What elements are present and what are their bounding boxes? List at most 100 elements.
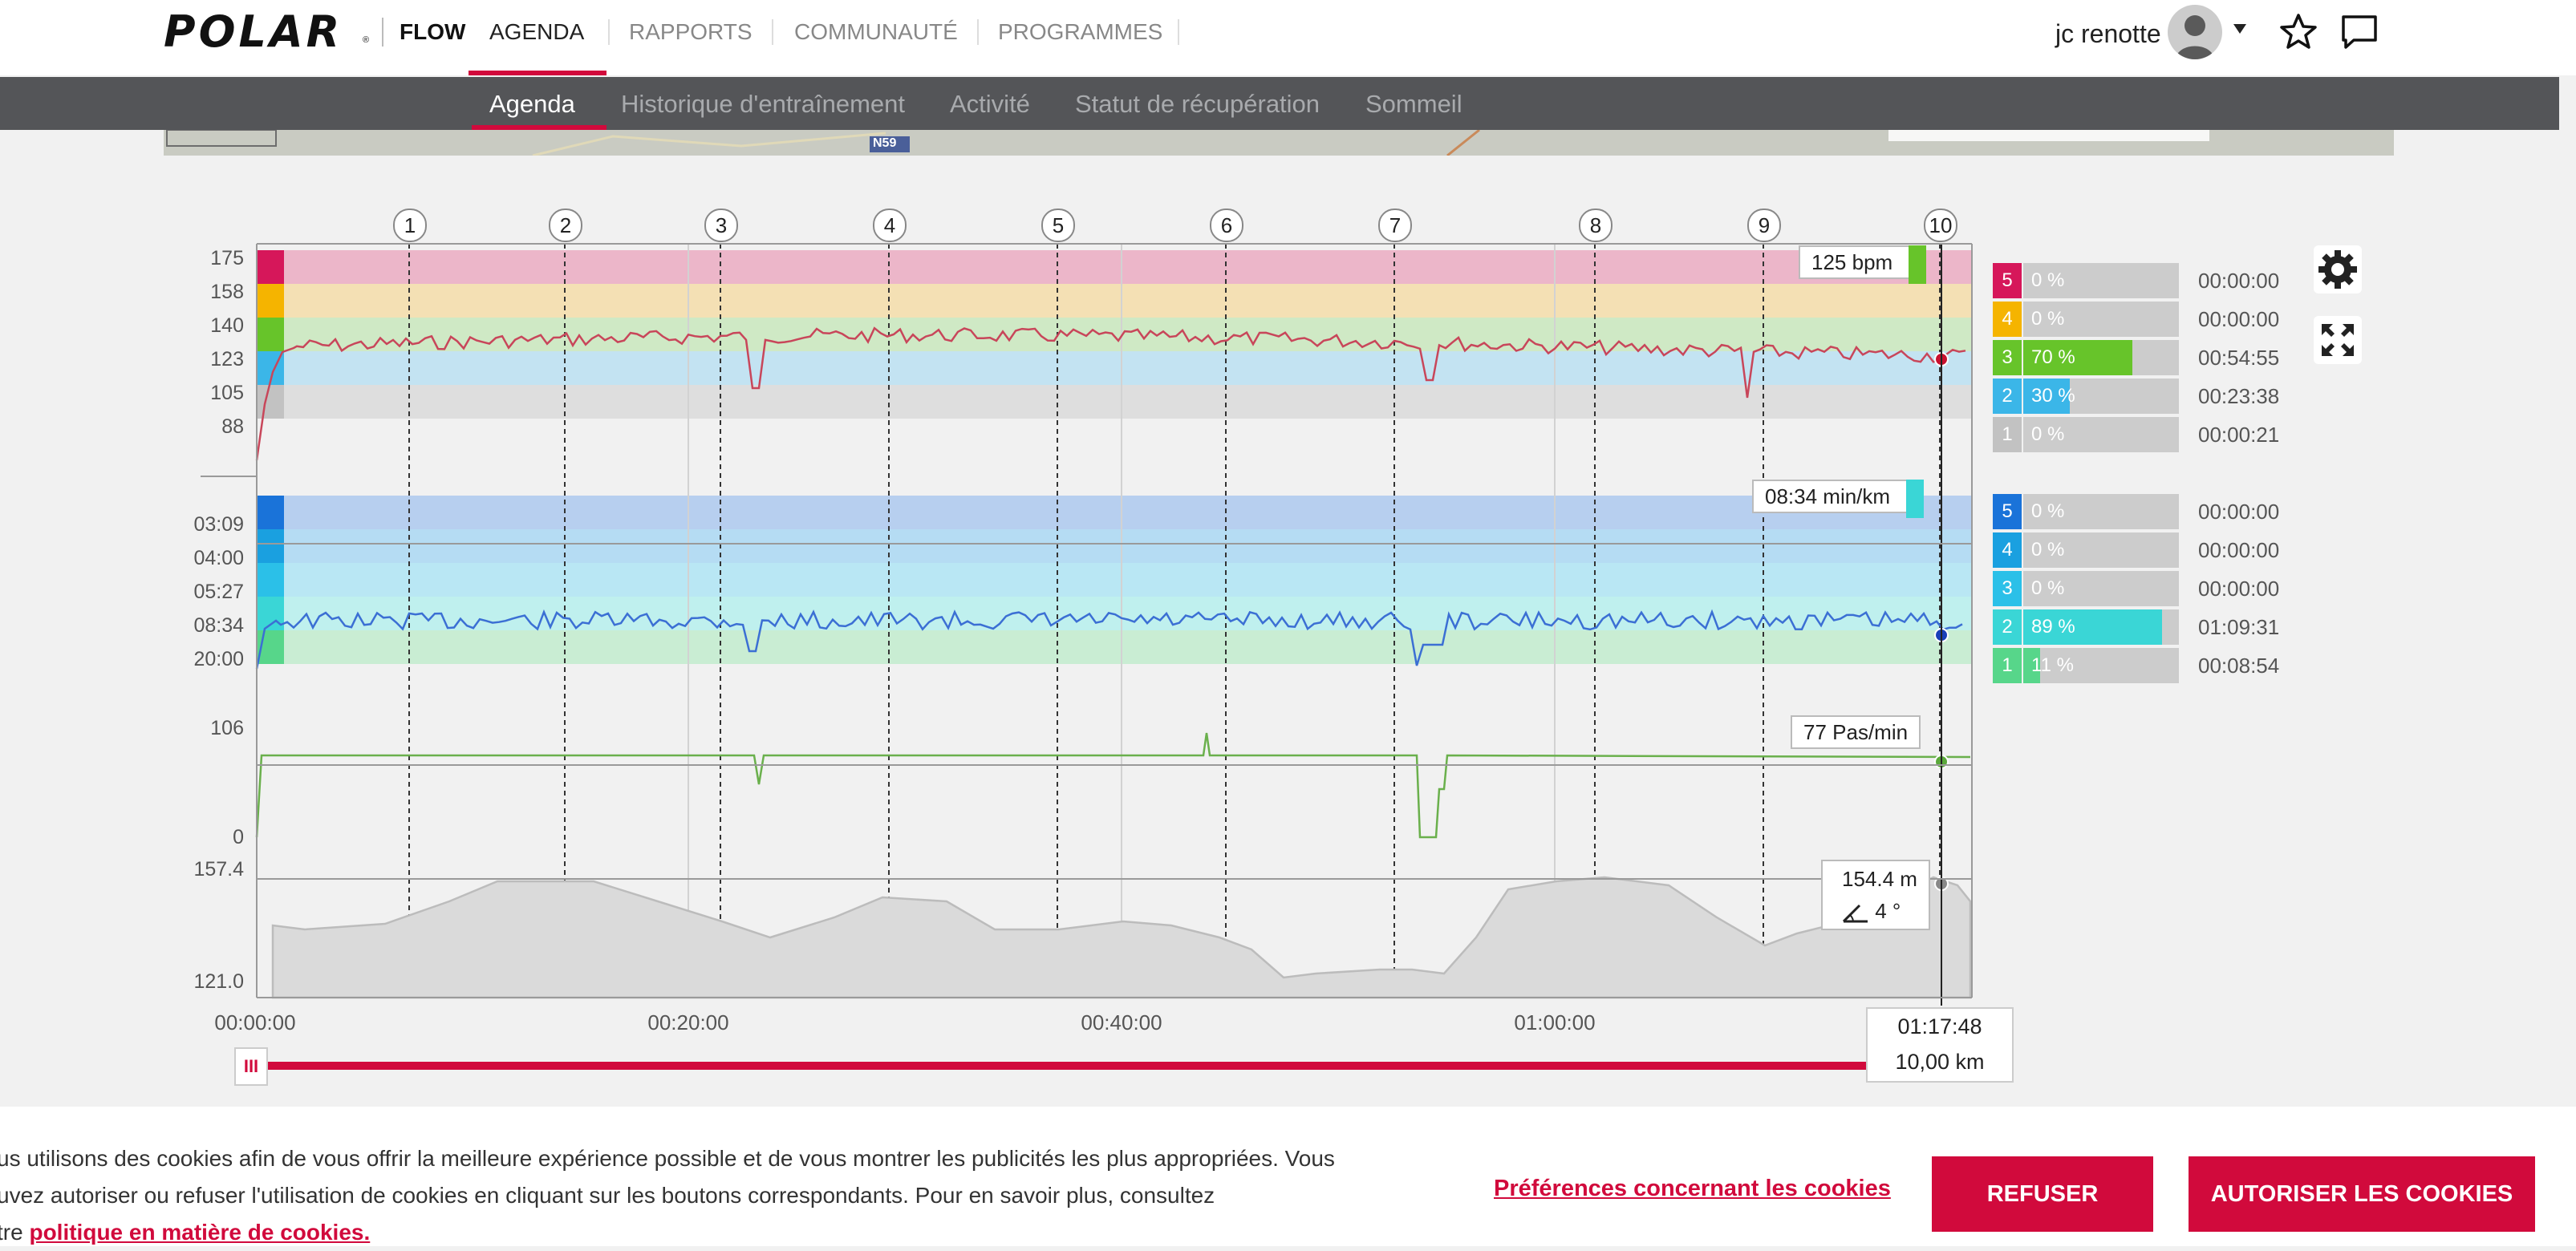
hr-zone-marker xyxy=(257,385,284,419)
pace-zone-marker xyxy=(257,529,284,563)
zone-duration: 00:00:00 xyxy=(2198,538,2280,562)
subnav-historique[interactable]: Historique d'entraînement xyxy=(621,90,906,118)
zone-bar-background xyxy=(2023,571,2179,606)
pace-zone-band xyxy=(257,529,1972,563)
zone-number: 4 xyxy=(1993,532,2022,568)
zone-bar-background xyxy=(2023,494,2179,529)
cookie-policy-link[interactable]: politique en matière de cookies. xyxy=(29,1220,371,1245)
lap-number[interactable]: 3 xyxy=(704,208,738,242)
zone-row: 3 0 % xyxy=(1993,571,2179,606)
timeline-slider-track[interactable] xyxy=(254,1062,1866,1070)
polar-logo[interactable]: POLAR xyxy=(164,6,343,57)
subnav-agenda[interactable]: Agenda xyxy=(489,90,575,118)
zone-percentage: 70 % xyxy=(2031,346,2075,368)
chat-icon[interactable] xyxy=(2341,14,2378,54)
zone-number: 2 xyxy=(1993,609,2022,645)
cookie-message-line: us utilisons des cookies afin de vous of… xyxy=(0,1146,1335,1171)
zone-bar-fill xyxy=(2023,340,2132,375)
subnav-activite[interactable]: Activité xyxy=(950,90,1030,118)
pace-value: 08:34 min/km xyxy=(1765,484,1891,508)
hr-zone-band xyxy=(257,284,1972,318)
hr-zone-marker xyxy=(257,250,284,284)
route-map[interactable]: N59 xyxy=(164,130,2394,156)
lap-number[interactable]: 10 xyxy=(1924,208,1957,242)
cadence-line xyxy=(255,732,1971,839)
zone-duration: 00:00:00 xyxy=(2198,577,2280,601)
nav-programmes[interactable]: PROGRAMMES xyxy=(998,19,1163,44)
zone-bar-background xyxy=(2023,417,2179,452)
map-road-label: N59 xyxy=(873,136,897,150)
zone-number: 5 xyxy=(1993,494,2022,529)
nav-flow[interactable]: FLOW xyxy=(400,19,466,44)
fullscreen-icon[interactable] xyxy=(2314,316,2362,364)
lap-number[interactable]: 1 xyxy=(393,208,427,242)
zone-bar-background xyxy=(2023,263,2179,298)
subnav-sommeil[interactable]: Sommeil xyxy=(1365,90,1462,118)
zone-bar-background xyxy=(2023,532,2179,568)
nav-rapports[interactable]: RAPPORTS xyxy=(629,19,753,44)
user-name[interactable]: jc renotte xyxy=(2055,19,2161,48)
lap-number[interactable]: 2 xyxy=(549,208,582,242)
zone-bar-fill xyxy=(2023,648,2040,683)
altitude-tooltip: 154.4 m 4 ° xyxy=(1821,860,1930,930)
pace-tick: 04:00 xyxy=(193,547,244,569)
altitude-tick: 157.4 xyxy=(193,858,244,881)
zone-bar-fill xyxy=(2023,609,2162,645)
altitude-tick: 121.0 xyxy=(193,970,244,993)
zone-row: 5 0 % xyxy=(1993,494,2179,529)
pace-tick: 03:09 xyxy=(193,513,244,536)
zone-percentage: 11 % xyxy=(2031,654,2074,676)
star-icon[interactable] xyxy=(2280,13,2317,54)
subnav-statut-recuperation[interactable]: Statut de récupération xyxy=(1075,90,1320,118)
zone-bar-fill xyxy=(2023,379,2070,414)
hr-zone-band xyxy=(257,318,1972,351)
timeline-slider-handle[interactable]: III xyxy=(234,1047,268,1086)
zone-duration: 00:00:00 xyxy=(2198,500,2280,524)
top-navigation-bar: POLAR ® FLOW AGENDA RAPPORTS COMMUNAUTÉ … xyxy=(0,0,2576,75)
cookie-preferences-link[interactable]: Préférences concernant les cookies xyxy=(1494,1176,1891,1201)
x-tick: 01:00:00 xyxy=(1514,1010,1596,1034)
zone-row: 1 0 % xyxy=(1993,417,2179,452)
accept-cookies-button[interactable]: AUTORISER LES COOKIES xyxy=(2189,1156,2535,1232)
hr-zone-marker xyxy=(257,318,284,351)
dropdown-caret-icon[interactable] xyxy=(2232,22,2248,39)
hr-zone-swatch xyxy=(1909,245,1927,284)
lap-number[interactable]: 7 xyxy=(1378,208,1412,242)
cookie-message-line: tre xyxy=(0,1220,30,1245)
zone-number: 4 xyxy=(1993,302,2022,337)
x-tick: 00:20:00 xyxy=(647,1010,729,1034)
refuse-cookies-button[interactable]: REFUSER xyxy=(1932,1156,2153,1232)
settings-icon[interactable] xyxy=(2314,245,2362,294)
nav-divider xyxy=(608,19,610,45)
zone-bar-background xyxy=(2023,302,2179,337)
nav-agenda[interactable]: AGENDA xyxy=(489,19,585,44)
pace-tick: 08:34 xyxy=(193,614,244,637)
cookie-banner: us utilisons des cookies afin de vous of… xyxy=(0,1107,2576,1246)
pace-line xyxy=(255,609,1963,670)
lap-number[interactable]: 6 xyxy=(1210,208,1243,242)
altitude-value: 154.4 m xyxy=(1842,867,1917,891)
zone-row: 4 0 % xyxy=(1993,532,2179,568)
cursor-distance: 10,00 km xyxy=(1895,1050,1985,1074)
x-tick: 00:40:00 xyxy=(1081,1010,1162,1034)
lap-number[interactable]: 8 xyxy=(1579,208,1613,242)
zone-row: 5 0 % xyxy=(1993,263,2179,298)
zone-duration: 00:54:55 xyxy=(2198,346,2280,370)
zone-row: 2 89 % xyxy=(1993,609,2179,645)
pace-zone-band xyxy=(257,563,1972,597)
lap-number[interactable]: 5 xyxy=(1041,208,1075,242)
training-charts-panel: 1 2 3 4 5 6 7 8 9 10 175 158 140 123 105 88 03:09… xyxy=(0,156,2576,1107)
avatar[interactable] xyxy=(2168,5,2222,59)
lap-number[interactable]: 4 xyxy=(873,208,907,242)
hr-tick: 123 xyxy=(210,348,244,370)
nav-communaute[interactable]: COMMUNAUTÉ xyxy=(794,19,958,44)
nav-divider xyxy=(977,19,979,45)
hr-tick: 140 xyxy=(210,314,244,337)
hr-tick: 175 xyxy=(210,247,244,269)
zone-percentage: 0 % xyxy=(2031,500,2065,522)
zone-number: 1 xyxy=(1993,417,2022,452)
x-tick: 00:00:00 xyxy=(214,1010,296,1034)
active-nav-indicator xyxy=(469,71,606,75)
lap-number[interactable]: 9 xyxy=(1747,208,1781,242)
cookie-message-line: uvez autoriser ou refuser l'utilisation … xyxy=(0,1183,1215,1208)
